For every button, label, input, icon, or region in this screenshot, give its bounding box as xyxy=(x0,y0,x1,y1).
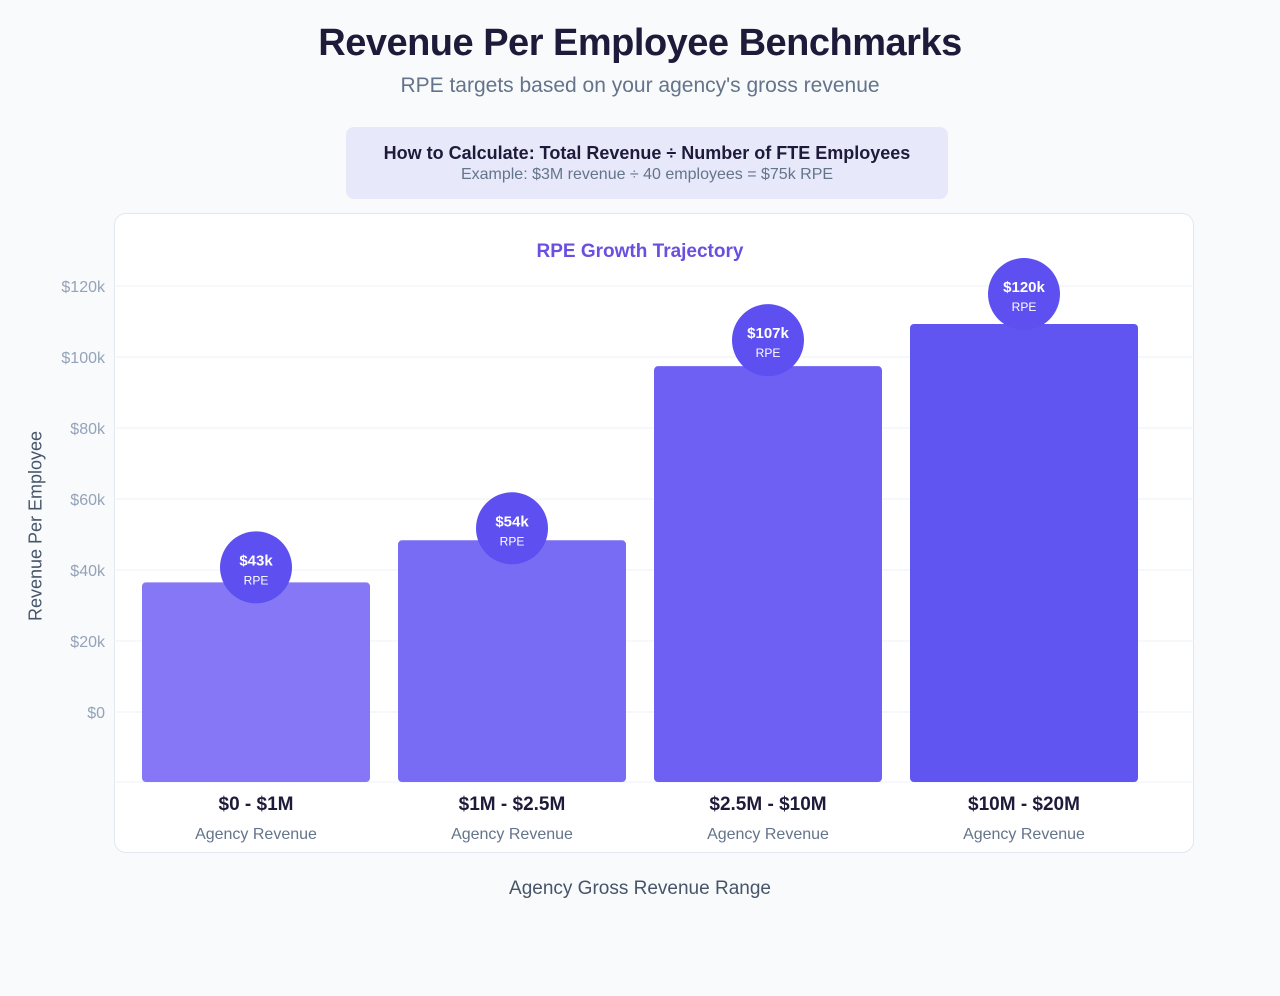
value-badge xyxy=(732,304,804,377)
y-tick-label: $100k xyxy=(61,350,106,367)
x-tick-sublabel: Agency Revenue xyxy=(195,826,317,843)
y-tick-label: $120k xyxy=(61,279,106,296)
x-tick-label: $1M - $2.5M xyxy=(459,794,566,815)
x-tick-label: $2.5M - $10M xyxy=(709,794,826,815)
data-label: $107k xyxy=(747,325,789,342)
page-subtitle: RPE targets based on your agency's gross… xyxy=(400,74,880,97)
data-label-unit: RPE xyxy=(244,573,269,587)
value-badge xyxy=(988,258,1060,330)
data-label-unit: RPE xyxy=(1012,300,1037,314)
y-tick-label: $40k xyxy=(70,563,106,580)
y-tick-label: $80k xyxy=(70,421,106,438)
page-title: Revenue Per Employee Benchmarks xyxy=(318,22,962,64)
data-label: $120k xyxy=(1003,279,1045,296)
formula-text: How to Calculate: Total Revenue ÷ Number… xyxy=(383,143,911,163)
data-label: $54k xyxy=(495,513,529,530)
chart-title: RPE Growth Trajectory xyxy=(536,241,744,262)
bar xyxy=(142,582,370,782)
data-label: $43k xyxy=(239,552,273,569)
x-tick-sublabel: Agency Revenue xyxy=(707,826,829,843)
y-axis-label: Revenue Per Employee xyxy=(25,430,46,622)
x-tick-label: $0 - $1M xyxy=(219,794,294,815)
bar xyxy=(654,366,882,782)
formula-example: Example: $3M revenue ÷ 40 employees = $7… xyxy=(460,166,834,183)
data-label-unit: RPE xyxy=(500,534,525,548)
x-tick-sublabel: Agency Revenue xyxy=(963,826,1085,843)
y-tick-label: $20k xyxy=(70,634,106,651)
value-badge xyxy=(476,492,548,565)
bar xyxy=(398,540,626,782)
x-axis-label: Agency Gross Revenue Range xyxy=(509,878,771,899)
data-label-unit: RPE xyxy=(756,346,781,360)
value-badge xyxy=(220,531,292,604)
formula-callout: How to Calculate: Total Revenue ÷ Number… xyxy=(346,127,948,199)
y-tick-label: $0 xyxy=(87,705,105,722)
x-tick-sublabel: Agency Revenue xyxy=(451,826,573,843)
x-tick-label: $10M - $20M xyxy=(968,794,1080,815)
y-tick-label: $60k xyxy=(70,492,106,509)
bar xyxy=(910,324,1138,782)
